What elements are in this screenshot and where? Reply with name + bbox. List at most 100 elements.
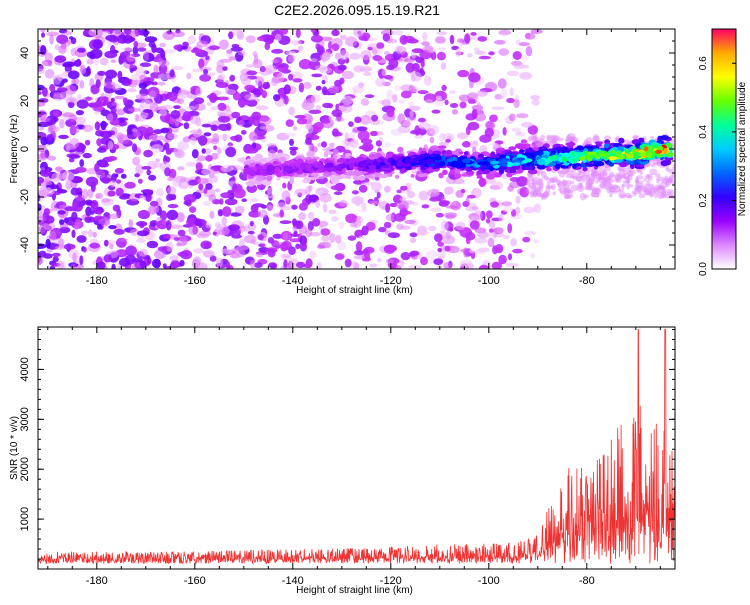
spectrogram-cell (434, 36, 446, 44)
spectrogram-cell (298, 212, 306, 221)
spectrogram-cell (62, 171, 75, 182)
signal-cell (379, 162, 386, 166)
spectrogram-cell (259, 66, 266, 73)
spectrogram-cell (449, 103, 459, 108)
spectrogram-cell (383, 221, 392, 229)
spectrogram-cell (353, 65, 365, 73)
signal-cell (598, 150, 608, 154)
spectrogram-cell (271, 59, 279, 64)
spectrogram-cell (591, 190, 596, 197)
spectrogram-y-axis-label: Frequency (Hz) (9, 115, 20, 184)
spectrogram-cell (125, 245, 137, 256)
spectrogram-cell (96, 170, 106, 179)
spectrogram-cell (371, 49, 378, 55)
spectrogram-cell (507, 253, 513, 261)
spectrogram-cell (218, 133, 231, 140)
signal-cell (438, 172, 444, 179)
signal-cell (445, 149, 453, 156)
spectrogram-cell (304, 123, 312, 130)
spectrogram-cell (471, 108, 478, 120)
spectrogram-cell (375, 140, 383, 147)
spectrogram-cell (488, 228, 494, 233)
signal-cell (274, 166, 281, 174)
spectrogram-cell (525, 188, 531, 195)
spectrogram-cell (530, 29, 543, 34)
spectrogram-cell (38, 117, 51, 123)
signal-cell (414, 158, 420, 164)
spectrogram-cell (92, 29, 103, 39)
spectrogram-cell (289, 138, 294, 146)
spectrogram-cell (146, 169, 151, 176)
signal-cell (572, 158, 579, 162)
spectrogram-cell (305, 98, 317, 103)
spectrogram-cell (295, 261, 306, 269)
spectrogram-cell (291, 233, 300, 238)
spectrogram-cell (609, 183, 613, 190)
spectrogram-cell (345, 36, 358, 47)
signal-cell (303, 176, 311, 181)
spectrogram-cell (287, 54, 296, 63)
spectrogram-cell (40, 150, 46, 159)
spectrogram-cell (411, 48, 424, 54)
spectrogram-cell (648, 173, 653, 181)
signal-cell (644, 146, 649, 152)
spectrogram-cell (84, 139, 91, 146)
spectrogram-cell (205, 55, 210, 61)
spectrogram-cell (331, 43, 340, 51)
spectrogram-cell (438, 132, 446, 142)
spectrogram-cell (38, 101, 46, 107)
signal-cell (618, 137, 625, 144)
signal-cell (442, 169, 448, 175)
spectrogram-cell (477, 231, 489, 239)
spectrogram-cell (90, 181, 96, 192)
spectrogram-cell (515, 195, 521, 204)
spectrogram-cell (217, 209, 224, 217)
spectrogram-cell (282, 232, 289, 241)
spectrogram-cell (79, 80, 85, 89)
spectrogram-cell (566, 180, 572, 187)
spectrogram-cell (79, 159, 85, 168)
spectrogram-cell (266, 143, 277, 148)
spectrogram-cell (52, 110, 60, 118)
spectrogram-cell (493, 227, 504, 235)
spectrogram-cell (179, 259, 185, 267)
spectrogram-cell (598, 183, 607, 189)
spectrogram-cell (67, 101, 75, 109)
spectrogram-cell (133, 40, 139, 49)
spectrogram-cell (321, 235, 330, 242)
spectrogram-cell (533, 203, 542, 213)
spectrogram-cell (131, 143, 138, 153)
spectrogram-cell (351, 190, 359, 195)
spectrogram-cell (322, 147, 332, 153)
spectrogram-cell (268, 262, 278, 269)
spectrogram-cell (320, 228, 331, 236)
spectrogram-cell (431, 189, 440, 196)
spectrogram-cell (149, 200, 159, 207)
spectrogram-cell (118, 238, 128, 242)
signal-cell (514, 143, 525, 149)
spectrogram-cell (649, 168, 658, 176)
spectrogram-cell (203, 68, 209, 75)
spectrogram-cell (473, 139, 478, 146)
spectrogram-cell (183, 122, 190, 130)
signal-cell (576, 145, 584, 151)
signal-cell (490, 160, 500, 165)
spectrogram-cell (53, 238, 65, 245)
snr-x-tick-label: -160 (184, 575, 206, 587)
spectrogram-cell (38, 250, 47, 258)
spectrogram-cell (198, 221, 203, 229)
spectrogram-cell (229, 74, 236, 82)
colorbar: 0.0 0.2 0.4 0.6 Normalized spectral amplitud… (698, 28, 748, 276)
signal-cell (438, 161, 446, 167)
signal-cell (663, 147, 668, 155)
spectrogram-cell (244, 84, 256, 91)
spectrogram-cell (68, 154, 81, 159)
spectrogram-cell (95, 79, 101, 88)
spectrogram-cell (439, 200, 451, 206)
colorbar-bar (711, 28, 737, 270)
spectrogram-cell (360, 138, 373, 145)
spectrogram-cell (222, 206, 232, 217)
spectrogram-cell (82, 124, 94, 132)
snr-x-tick-label: -120 (380, 575, 402, 587)
spectrogram-cell (72, 252, 77, 263)
